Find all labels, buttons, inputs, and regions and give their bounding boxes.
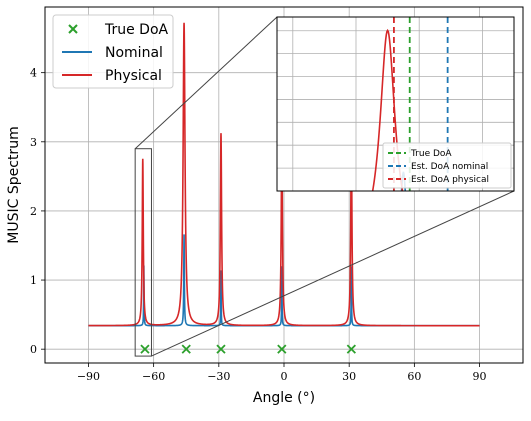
inset-frame [276, 16, 515, 192]
x-tick-label: −30 [207, 370, 230, 383]
y-tick-label: 0 [30, 343, 37, 356]
true-doa-marker [140, 344, 150, 354]
legend-label-physical: Physical [105, 68, 162, 84]
x-tick-label: 90 [473, 370, 487, 383]
y-axis: 0 1 2 3 4 [30, 67, 45, 356]
true-doa-marker [181, 344, 191, 354]
inset-legend-label-est-physical: Est. DoA physical [411, 175, 489, 185]
series-line-physical [88, 22, 480, 327]
legend-label-true-doa: True DoA [104, 22, 169, 38]
inset-legend-label-est-nominal: Est. DoA nominal [411, 162, 488, 172]
y-axis-label: MUSIC Spectrum [6, 126, 22, 243]
inset-legend: True DoA Est. DoA nominal Est. DoA physi… [382, 142, 512, 189]
inset-legend-frame [382, 142, 512, 189]
zoom-rectangle [134, 148, 152, 357]
main-lines [88, 22, 480, 327]
legend: True DoA Nominal Physical [52, 14, 174, 89]
x-axis: −90 −60 −30 0 30 60 90 [77, 363, 487, 383]
legend-label-nominal: Nominal [105, 45, 163, 61]
legend-marker-true-doa [68, 24, 78, 34]
true-doa-markers [140, 344, 356, 354]
zoom-connector [151, 190, 515, 357]
x-tick-label: −90 [77, 370, 100, 383]
x-axis-label: Angle (°) [253, 390, 315, 406]
true-doa-marker [277, 344, 287, 354]
true-doa-marker [216, 344, 226, 354]
zoom-region [134, 16, 515, 357]
true-doa-marker [346, 344, 356, 354]
y-tick-label: 1 [30, 274, 37, 287]
x-tick-label: −60 [142, 370, 165, 383]
x-tick-label: 30 [342, 370, 356, 383]
y-tick-label: 3 [30, 136, 37, 149]
inset-series-line-physical [371, 28, 404, 191]
legend-frame [52, 14, 174, 89]
x-tick-label: 60 [407, 370, 421, 383]
y-tick-label: 2 [30, 205, 37, 218]
inset-legend-label-true-doa: True DoA [410, 149, 452, 159]
zoom-connector [134, 16, 278, 150]
y-tick-label: 4 [30, 67, 37, 80]
x-tick-label: 0 [281, 370, 288, 383]
zoom-inset: True DoA Est. DoA nominal Est. DoA physi… [276, 16, 515, 192]
